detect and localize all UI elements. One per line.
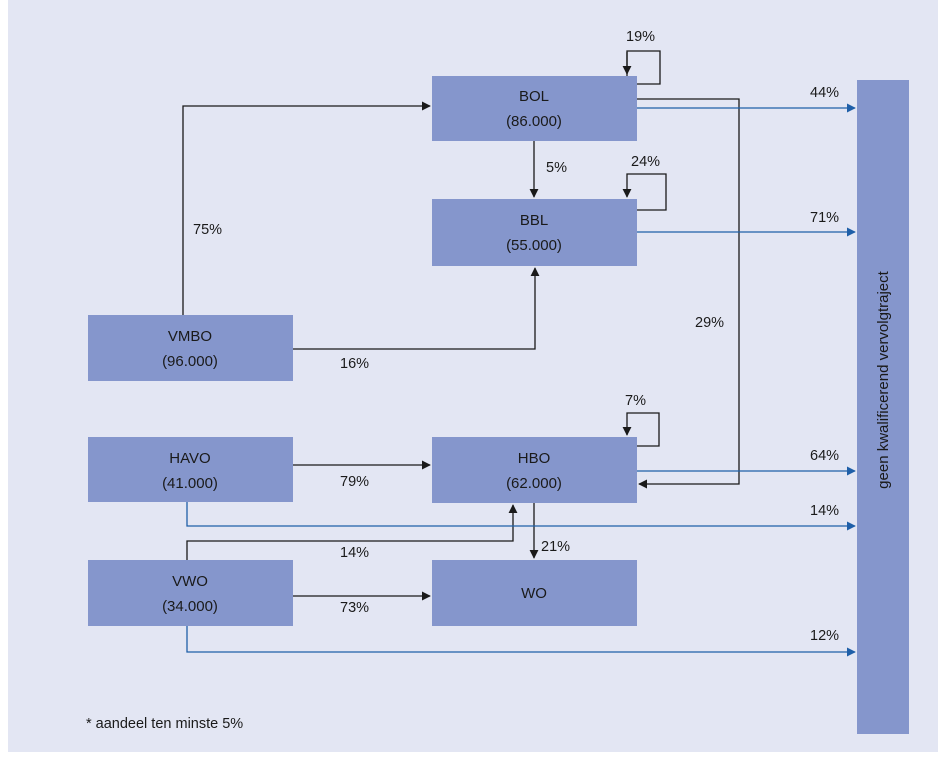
arrow-bol-to-hbo: [637, 98, 740, 489]
label-havo-exit: 14%: [810, 503, 839, 519]
footnote: * aandeel ten minste 5%: [86, 716, 243, 732]
label-bol-to-hbo: 29%: [695, 315, 724, 331]
node-wo-name: WO: [521, 585, 547, 602]
arrow-bbl-self: [622, 173, 667, 211]
blue-arrows: [186, 103, 856, 657]
node-havo-name: HAVO: [169, 450, 210, 467]
label-hbo-to-wo: 21%: [541, 539, 570, 555]
node-exit-label: geen kwalificerend vervolgtraject: [875, 270, 892, 488]
arrow-vwo-to-hbo: [186, 504, 518, 560]
label-bol-self: 19%: [626, 29, 655, 45]
label-vmbo-to-bol: 75%: [193, 222, 222, 238]
node-vwo-name: VWO: [172, 573, 208, 590]
node-bbl: BBL (55.000): [432, 199, 637, 266]
label-bol-to-bbl: 5%: [546, 160, 567, 176]
black-arrows: [182, 50, 740, 601]
label-hbo-exit: 64%: [810, 448, 839, 464]
node-vwo: VWO (34.000): [88, 560, 293, 626]
node-bol: BOL (86.000): [432, 76, 637, 141]
label-bbl-exit: 71%: [810, 210, 839, 226]
label-vwo-exit: 12%: [810, 628, 839, 644]
node-bol-count: (86.000): [506, 113, 562, 130]
node-hbo: HBO (62.000): [432, 437, 637, 503]
node-havo: HAVO (41.000): [88, 437, 293, 502]
label-vwo-to-wo: 73%: [340, 600, 369, 616]
node-hbo-count: (62.000): [506, 475, 562, 492]
node-vwo-count: (34.000): [162, 598, 218, 615]
arrow-vwo-exit: [186, 626, 856, 657]
node-vmbo-name: VMBO: [168, 328, 212, 345]
node-vmbo: VMBO (96.000): [88, 315, 293, 381]
label-havo-to-hbo: 79%: [340, 474, 369, 490]
arrow-havo-exit: [186, 502, 856, 531]
node-wo: WO: [432, 560, 637, 626]
node-hbo-name: HBO: [518, 450, 551, 467]
node-bbl-name: BBL: [520, 212, 548, 229]
arrow-hbo-self: [622, 412, 660, 447]
node-bol-name: BOL: [519, 88, 549, 105]
node-havo-count: (41.000): [162, 475, 218, 492]
node-exit: geen kwalificerend vervolgtraject: [857, 80, 909, 734]
label-vwo-to-hbo: 14%: [340, 545, 369, 561]
label-bol-exit: 44%: [810, 85, 839, 101]
label-hbo-self: 7%: [625, 393, 646, 409]
label-bbl-self: 24%: [631, 154, 660, 170]
arrow-vmbo-to-bol: [182, 101, 431, 315]
label-vmbo-to-bbl: 16%: [340, 356, 369, 372]
node-bbl-count: (55.000): [506, 237, 562, 254]
node-vmbo-count: (96.000): [162, 353, 218, 370]
arrow-vmbo-to-bbl: [293, 267, 540, 350]
flow-labels: 19% 5% 24% 75% 16% 29% 7% 79% 14% 21% 73…: [193, 29, 839, 644]
